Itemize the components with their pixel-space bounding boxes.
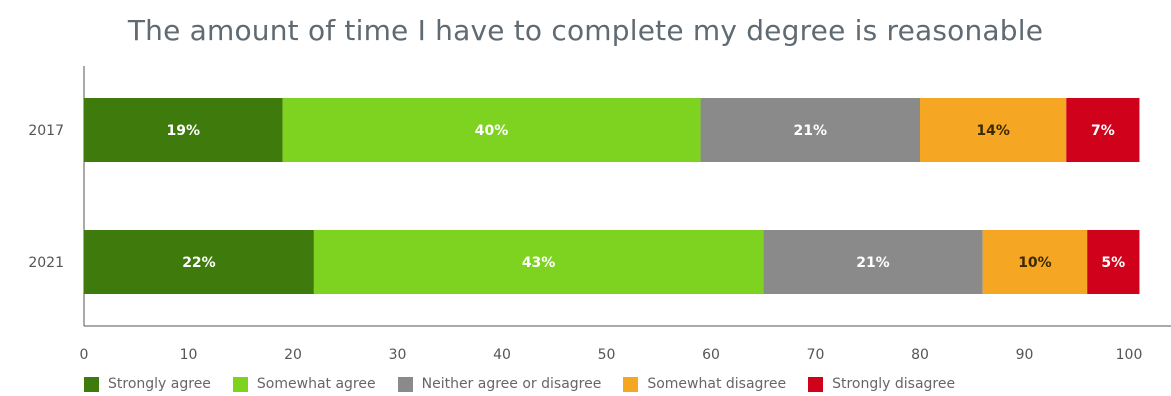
legend-swatch-1: [232, 376, 248, 392]
legend-label-2: Neither agree or disagree: [421, 376, 602, 392]
x-tick-label-0: 0: [80, 347, 89, 363]
x-tick-label-60: 60: [702, 347, 720, 363]
x-ticks-layer: 0 10 20 30 40 50 60 70 80 90 100: [80, 347, 1143, 363]
x-tick-label-90: 90: [1016, 347, 1034, 363]
bar-2021-series-4: [1087, 230, 1140, 294]
legend-item-3: Somewhat disagree: [623, 376, 786, 392]
bar-2021-series-1: [313, 230, 764, 294]
data-label-2021-series-1: 43%: [522, 255, 556, 271]
legend-label-1: Somewhat agree: [256, 376, 376, 392]
bar-2021-series-3: [982, 230, 1088, 294]
bars-layer: 19% 40% 21% 14% 7% 22% 43% 21% 10% 5%: [84, 98, 1140, 294]
chart-title: The amount of time I have to complete my…: [127, 14, 1044, 47]
data-label-2017-series-3: 14%: [976, 123, 1010, 139]
x-tick-label-70: 70: [807, 347, 825, 363]
category-label-2021: 2021: [28, 255, 64, 271]
data-label-2021-series-0: 22%: [182, 255, 216, 271]
legend-swatch-0: [84, 376, 99, 392]
bar-2017-series-3: [920, 98, 1067, 162]
bar-2017-series-0: [84, 98, 283, 162]
legend-swatch-3: [623, 376, 639, 392]
legend-item-2: Neither agree or disagree: [397, 376, 602, 392]
x-tick-label-40: 40: [493, 347, 511, 363]
bar-2017-series-4: [1066, 98, 1140, 162]
data-label-2021-series-2: 21%: [856, 255, 890, 271]
bar-2017-series-2: [700, 98, 920, 162]
x-tick-label-50: 50: [598, 347, 616, 363]
legend-item-4: Strongly disagree: [808, 376, 955, 392]
legend-label-3: Somewhat disagree: [647, 376, 787, 392]
stacked-bar-chart: 19% 40% 21% 14% 7% 22% 43% 21% 10% 5% 0 10 20 30 40 50…: [28, 66, 1171, 363]
legend-swatch-4: [808, 376, 824, 392]
bar-2021-series-2: [763, 230, 983, 294]
legend-item-1: Somewhat agree: [232, 376, 376, 392]
data-label-2021-series-4: 5%: [1101, 255, 1125, 271]
legend-swatch-2: [397, 376, 413, 392]
legend: Strongly agree Somewhat agree Neither agre…: [84, 376, 977, 392]
legend-label-4: Strongly disagree: [832, 376, 956, 392]
x-tick-label-80: 80: [911, 347, 929, 363]
x-tick-label-30: 30: [389, 347, 407, 363]
data-label-2017-series-2: 21%: [794, 123, 828, 139]
legend-item-0: Strongly agree: [84, 376, 211, 392]
data-label-2017-series-4: 7%: [1091, 123, 1115, 139]
data-label-2021-series-3: 10%: [1018, 255, 1052, 271]
data-label-2017-series-0: 19%: [167, 123, 201, 139]
x-tick-label-20: 20: [284, 347, 302, 363]
bar-2017-series-1: [282, 98, 701, 162]
data-label-2017-series-1: 40%: [475, 123, 509, 139]
bar-2021-series-0: [84, 230, 314, 294]
category-labels-layer: 2017 2021: [28, 123, 64, 271]
x-tick-label-100: 100: [1116, 347, 1143, 363]
x-tick-label-10: 10: [180, 347, 198, 363]
category-label-2017: 2017: [28, 123, 64, 139]
legend-label-0: Strongly agree: [108, 376, 211, 392]
